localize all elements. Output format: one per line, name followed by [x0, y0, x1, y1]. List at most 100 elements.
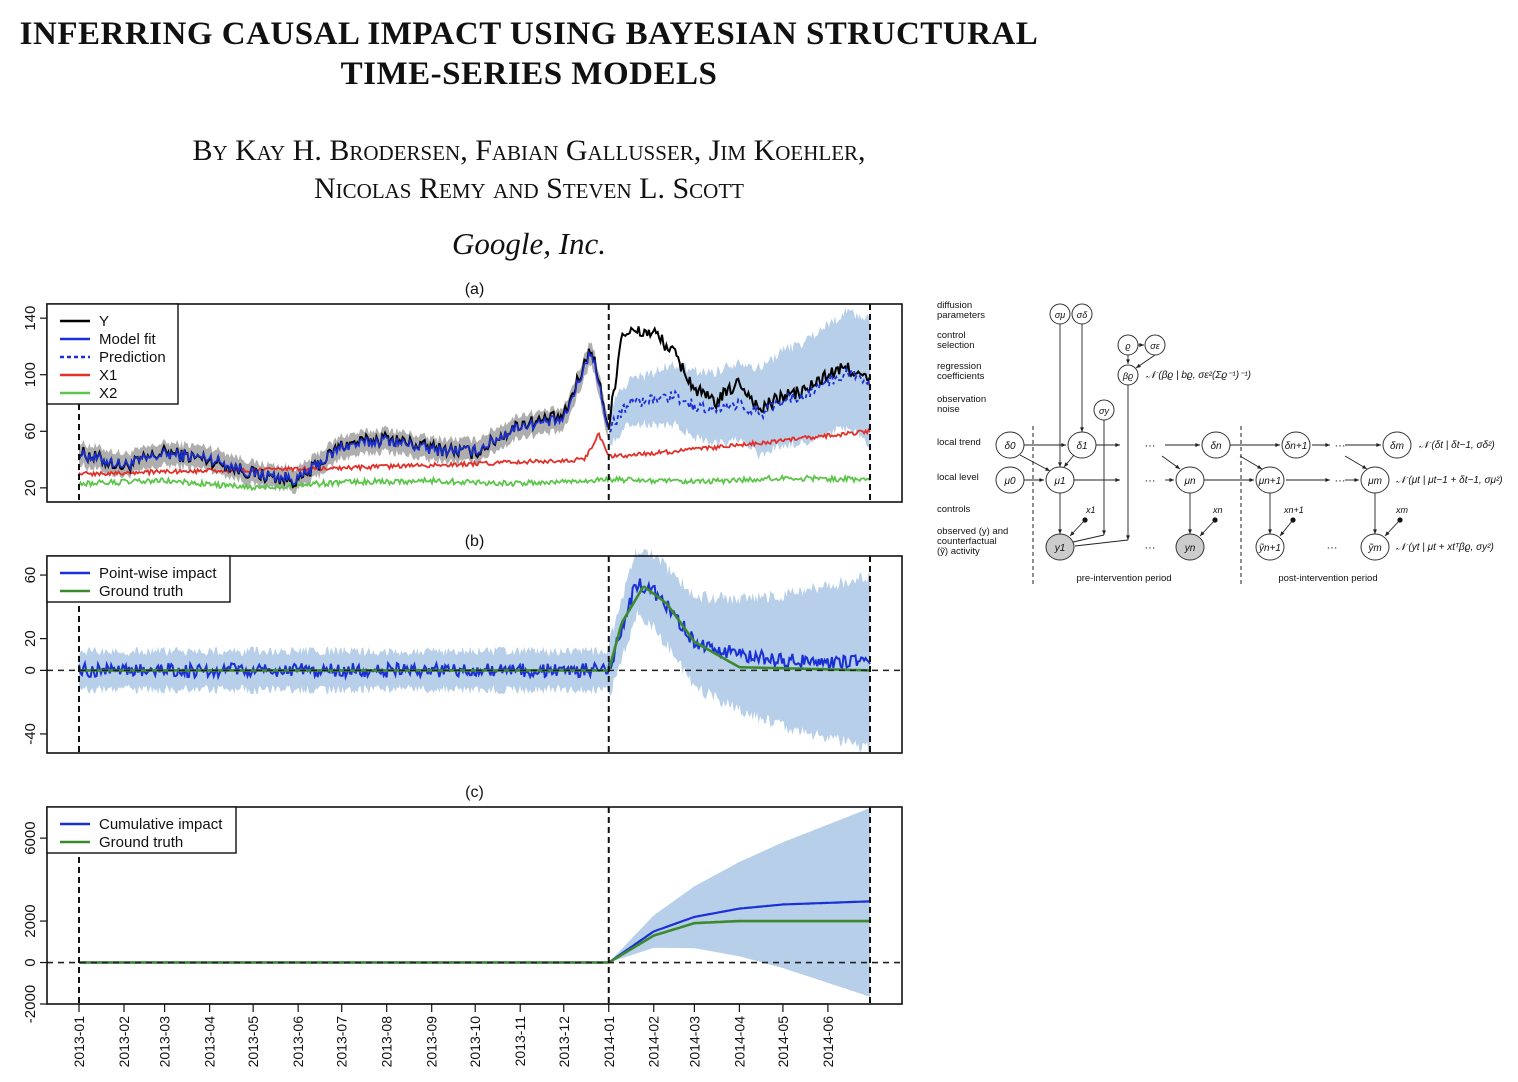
- node-delta-m: [1382, 431, 1412, 459]
- cumulative-interval: [609, 808, 870, 997]
- diagram-arrowhead: [1136, 363, 1141, 368]
- x-tick-label: 2013-01: [71, 1016, 87, 1068]
- diagram-arrowhead: [1126, 359, 1130, 364]
- x-tick-label: 2013-04: [202, 1016, 218, 1068]
- x-tick-label: 2013-03: [157, 1016, 173, 1068]
- legend-label: Ground truth: [99, 834, 183, 851]
- node-x-m-label: xm: [1395, 505, 1409, 515]
- diagram-arrowhead: [1058, 462, 1062, 467]
- diagram-arrowhead: [1115, 443, 1120, 447]
- legend-label: X2: [99, 385, 117, 402]
- diagram-arrowhead: [1280, 531, 1285, 536]
- y-tick-label: 60: [22, 423, 39, 440]
- diagram-arrowhead: [1064, 462, 1069, 467]
- node-y-tilde-m-label: ỹm: [1367, 543, 1381, 554]
- diagram-ellipsis: ···: [1145, 542, 1156, 554]
- y-tick-label: 140: [22, 306, 39, 331]
- diagram-row-label: observation: [937, 394, 986, 405]
- series-x2-line: [78, 473, 871, 492]
- diagram-ellipsis: ···: [1145, 440, 1156, 452]
- x-tick-label: 2013-10: [467, 1016, 483, 1068]
- y-tick-label: -2000: [22, 985, 39, 1023]
- diagram-arrowhead: [1376, 443, 1381, 447]
- series-ground-truth-line: [79, 919, 870, 964]
- legend-label: Y: [99, 313, 109, 330]
- legend-label: Prediction: [99, 349, 166, 366]
- node-mu-1-label: μ1: [1053, 476, 1065, 487]
- node-delta-n-plus-1-label: δn+1: [1285, 441, 1308, 452]
- diagram-row-label: (ỹ) activity: [937, 546, 980, 557]
- paper-title-line1: INFERRING CAUSAL IMPACT USING BAYESIAN S…: [19, 16, 1039, 52]
- node-x-n-label: xn: [1212, 505, 1223, 515]
- diagram-row-label: local trend: [937, 437, 981, 448]
- y-tick-label: 2000: [22, 904, 39, 937]
- diagram-row-label: control: [937, 330, 966, 341]
- diagram-row-label: counterfactual: [937, 536, 997, 547]
- paper-title-line2: TIME-SERIES MODELS: [340, 56, 718, 92]
- x-tick-label: 2013-11: [512, 1016, 528, 1067]
- diagram-arrowhead: [1325, 443, 1330, 447]
- diagram-arrowhead: [1354, 478, 1359, 482]
- authors-line2: Nicolas Remy and Steven L. Scott: [313, 172, 744, 205]
- diagram-row-label: selection: [937, 340, 975, 351]
- diagram-arrowhead: [1039, 478, 1044, 482]
- diagram-arrowhead: [1325, 478, 1330, 482]
- node-delta-0-label: δ0: [1004, 441, 1016, 452]
- y-tick-label: 60: [22, 567, 39, 584]
- plot-frame: [46, 555, 903, 754]
- x-tick-label: 2013-08: [379, 1016, 395, 1068]
- node-mu-n-label: μn: [1183, 476, 1195, 487]
- series-pointwise-impact-line: [78, 578, 871, 681]
- diagram-row-label: regression: [937, 361, 981, 372]
- node-delta-n-plus-1: [1281, 431, 1311, 459]
- x-tick-label: 2013-12: [556, 1016, 572, 1068]
- panel-label: (b): [465, 533, 485, 550]
- diagram-row-label: controls: [937, 504, 971, 515]
- diagram-arrowhead: [1126, 535, 1130, 540]
- legend-label: X1: [99, 367, 117, 384]
- x-tick-label: 2013-02: [116, 1016, 132, 1068]
- diagram-edge: [1074, 539, 1129, 547]
- diagram-arrowhead: [1102, 530, 1106, 535]
- diagram-row-label: observed (y) and: [937, 526, 1008, 537]
- node-y-1-label: y1: [1054, 543, 1066, 554]
- diagram-arrowhead: [1115, 478, 1120, 482]
- y-tick-label: 20: [22, 630, 39, 647]
- legend-label: Point-wise impact: [99, 565, 217, 582]
- x-tick-label: 2013-09: [424, 1016, 440, 1068]
- series-x1-line: [78, 427, 871, 478]
- x-tick-label: 2014-01: [601, 1016, 617, 1068]
- node-mu-n-plus-1-label: μn+1: [1258, 476, 1281, 487]
- node-sigma-eps-label: σε: [1150, 341, 1160, 351]
- diagram-arrowhead: [1058, 529, 1062, 534]
- node-mu-0-label: μ0: [1003, 476, 1015, 487]
- impact-interval: [79, 548, 870, 753]
- legend-label: Model fit: [99, 331, 157, 348]
- equation-trend: 𝒩 (δt | δt−1, σδ²): [1419, 440, 1495, 451]
- diagram-arrowhead: [1188, 529, 1192, 534]
- y-tick-label: 20: [22, 480, 39, 497]
- y-tick-label: 6000: [22, 821, 39, 854]
- y-tick-label: -40: [22, 723, 39, 745]
- node-delta-n-label: δn: [1210, 441, 1222, 452]
- diagram-arrowhead: [1195, 443, 1200, 447]
- x-tick-label: 2014-06: [820, 1016, 836, 1068]
- series-ground-truth-line: [79, 585, 870, 672]
- x-tick-label: 2014-02: [646, 1016, 662, 1068]
- diagram-ellipsis: ···: [1335, 475, 1346, 487]
- node-rho-label: ϱ: [1125, 341, 1130, 351]
- diagram-arrowhead: [1070, 531, 1075, 536]
- panel-label: (a): [465, 281, 485, 298]
- diagram-arrowhead: [1249, 478, 1254, 482]
- legend-box: [46, 806, 237, 854]
- diagram-arrowhead: [1275, 443, 1280, 447]
- legend-label: Ground truth: [99, 583, 183, 600]
- pre-intervention-label: pre-intervention period: [1076, 573, 1171, 584]
- node-y-n-label: yn: [1184, 543, 1196, 554]
- x-tick-label: 2013-05: [245, 1016, 261, 1068]
- node-delta-m-label: δm: [1390, 441, 1404, 452]
- diagram-arrowhead: [1385, 531, 1390, 536]
- y-tick-label: 0: [22, 958, 39, 966]
- diagram-row-label: local level: [937, 472, 979, 483]
